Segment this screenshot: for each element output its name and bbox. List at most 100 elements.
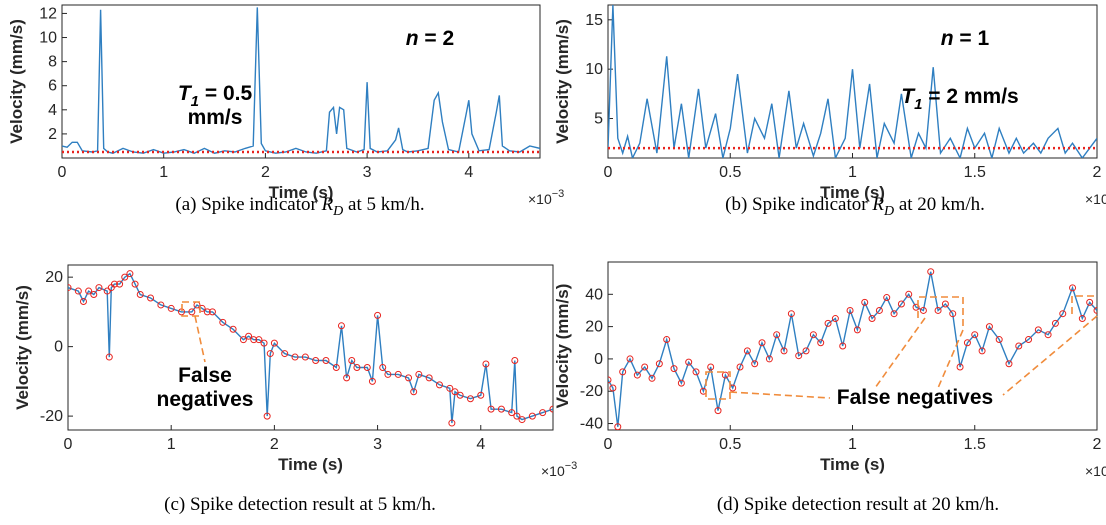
detected-point bbox=[384, 370, 392, 378]
detected-point bbox=[528, 412, 536, 420]
x-axis-label: Time (s) bbox=[820, 455, 885, 474]
detected-point bbox=[487, 405, 495, 413]
annotation-symbol: n bbox=[406, 27, 419, 50]
x-tick-label: 0 bbox=[604, 164, 613, 181]
detected-point bbox=[549, 405, 553, 413]
detected-point bbox=[721, 371, 729, 379]
y-tick-label: 40 bbox=[585, 286, 603, 303]
detected-point bbox=[780, 347, 788, 355]
detected-point bbox=[446, 384, 454, 392]
detected-point bbox=[846, 306, 854, 314]
y-tick-label: 10 bbox=[39, 30, 57, 47]
detected-point bbox=[685, 358, 693, 366]
detected-point bbox=[655, 360, 663, 368]
annotation-text: = 2 mm/s bbox=[922, 85, 1018, 108]
detected-point bbox=[337, 322, 345, 330]
annotation: T1 = 0.5 bbox=[178, 82, 253, 110]
detected-point bbox=[839, 342, 847, 350]
detected-point bbox=[670, 365, 678, 373]
x-tick-label: 1 bbox=[848, 164, 857, 181]
detected-point bbox=[448, 419, 456, 427]
x-tick-label: 1 bbox=[159, 164, 168, 181]
detected-point bbox=[167, 304, 175, 312]
detected-point bbox=[608, 376, 612, 384]
y-tick-label: 10 bbox=[585, 61, 603, 78]
caption-suffix: at 5 km/h. bbox=[343, 194, 424, 215]
detected-point bbox=[633, 371, 641, 379]
detected-point bbox=[619, 368, 627, 376]
detected-point bbox=[208, 308, 216, 316]
multiplier-base: ×10 bbox=[528, 191, 552, 207]
plot-area bbox=[608, 5, 1097, 158]
y-tick-label: 15 bbox=[585, 12, 603, 29]
detected-point bbox=[263, 412, 271, 420]
detected-point bbox=[260, 339, 268, 347]
plot-area bbox=[608, 268, 1097, 430]
detected-point bbox=[348, 357, 356, 365]
detected-point bbox=[157, 301, 165, 309]
x-tick-label: 4 bbox=[476, 436, 485, 453]
data-line bbox=[62, 7, 540, 154]
multiplier-exponent: −3 bbox=[565, 460, 578, 472]
detected-point bbox=[301, 353, 309, 361]
detected-point bbox=[787, 310, 795, 318]
detected-point bbox=[90, 291, 98, 299]
detected-point bbox=[121, 273, 129, 281]
annotation: mm/s bbox=[188, 106, 243, 129]
detected-point bbox=[824, 319, 832, 327]
detected-point bbox=[105, 353, 113, 361]
annotation: n = 2 bbox=[406, 27, 454, 50]
detected-point bbox=[831, 315, 839, 323]
detected-point bbox=[518, 416, 526, 424]
caption: (a) Spike indicator RD at 5 km/h. bbox=[175, 194, 424, 219]
detected-point bbox=[368, 377, 376, 385]
detected-point bbox=[497, 405, 505, 413]
plot-frame bbox=[607, 4, 1098, 159]
detected-point bbox=[1086, 298, 1094, 306]
detected-point bbox=[861, 298, 869, 306]
y-tick-label: 8 bbox=[48, 54, 57, 71]
callout-box bbox=[705, 371, 731, 400]
detected-point bbox=[905, 290, 913, 298]
detected-point bbox=[466, 395, 474, 403]
detected-point bbox=[614, 423, 622, 430]
detected-point bbox=[609, 384, 617, 392]
annotation-subscript: 1 bbox=[191, 93, 199, 110]
detected-point bbox=[239, 336, 247, 344]
detected-point bbox=[266, 350, 274, 358]
y-tick-label: 6 bbox=[48, 78, 57, 95]
detected-point bbox=[79, 297, 87, 305]
detected-point bbox=[809, 331, 817, 339]
detected-point bbox=[255, 336, 263, 344]
detected-point bbox=[131, 280, 139, 288]
caption-text: (c) Spike detection result at 5 km/h. bbox=[164, 494, 436, 515]
x-tick-label: 2 bbox=[1093, 164, 1102, 181]
x-tick-label: 3 bbox=[373, 436, 382, 453]
detected-point bbox=[773, 331, 781, 339]
detected-point bbox=[714, 407, 722, 415]
y-tick-label: 12 bbox=[39, 5, 57, 22]
x-tick-label: 0.5 bbox=[719, 436, 741, 453]
detected-point bbox=[147, 294, 155, 302]
y-tick-label: 2 bbox=[48, 126, 57, 143]
x-tick-label: 1 bbox=[167, 436, 176, 453]
detected-point bbox=[353, 363, 361, 371]
x-tick-label: 0 bbox=[64, 436, 73, 453]
detected-point bbox=[956, 363, 964, 371]
detected-point bbox=[751, 360, 759, 368]
detected-point bbox=[110, 280, 118, 288]
detected-point bbox=[736, 363, 744, 371]
caption: (c) Spike detection result at 5 km/h. bbox=[164, 494, 436, 515]
detected-point bbox=[912, 303, 920, 311]
caption-suffix: at 20 km/h. bbox=[894, 194, 985, 215]
annotation: n = 1 bbox=[941, 27, 990, 50]
detected-point bbox=[435, 381, 443, 389]
detected-point bbox=[971, 331, 979, 339]
y-axis-label: Velocity (mm/s) bbox=[553, 284, 572, 409]
detected-point bbox=[198, 304, 206, 312]
detected-point bbox=[291, 353, 299, 361]
x-multiplier: ×10−3 bbox=[541, 460, 577, 479]
detected-point bbox=[743, 347, 751, 355]
